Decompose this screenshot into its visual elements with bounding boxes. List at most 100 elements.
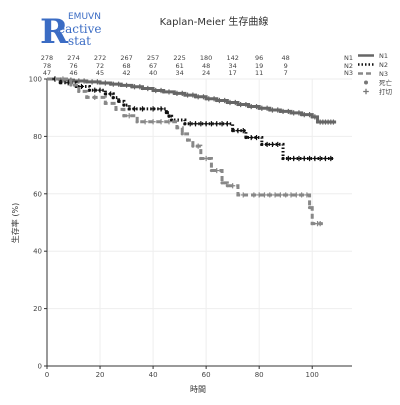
censor-marker (203, 155, 209, 162)
censor-marker (187, 121, 193, 127)
risk-count: 257 (147, 54, 159, 62)
censor-marker (322, 155, 329, 162)
death-event-marker (69, 83, 73, 87)
censor-marker (261, 192, 268, 198)
reactive-stat-logo: R EMUVN eactive stat (40, 12, 102, 52)
death-event-marker (260, 142, 264, 147)
death-event-marker (167, 114, 171, 118)
chart-title: Kaplan-Meier 生存曲線 (160, 15, 269, 28)
death-event-marker (246, 104, 251, 109)
censor-marker (296, 155, 302, 162)
risk-count: 48 (282, 54, 290, 62)
death-event-marker (225, 100, 229, 105)
censor-marker (269, 141, 276, 148)
death-event-marker (135, 120, 139, 124)
censor-marker (317, 221, 323, 227)
censor-marker (150, 119, 156, 125)
censor-marker (200, 94, 207, 100)
risk-count: 34 (229, 62, 237, 70)
death-event-marker (127, 107, 131, 111)
risk-count: 40 (149, 69, 157, 77)
risk-count: 24 (202, 69, 210, 77)
x-tick-label: 80 (255, 371, 264, 379)
death-event-marker (236, 193, 240, 197)
risk-count: 267 (120, 54, 132, 62)
risk-count: 61 (175, 62, 183, 70)
censor-marker (253, 134, 260, 141)
x-tick-label: 0 (45, 371, 49, 379)
death-event-marker (183, 93, 187, 97)
censor-marker (97, 87, 103, 93)
gridlines (46, 78, 352, 367)
censor-marker (92, 87, 98, 93)
x-tick-label: 20 (96, 371, 105, 379)
censor-marker (206, 96, 212, 102)
risk-count: 11 (255, 69, 263, 77)
death-event-marker (236, 102, 240, 107)
axes: 0 20 40 60 80 100 0 20 40 60 80 100 (29, 76, 352, 379)
censor-marker (219, 121, 225, 127)
censor-marker (145, 85, 151, 92)
censor-marker (126, 113, 132, 119)
censor-marker (222, 97, 228, 104)
death-event-marker (122, 114, 126, 118)
censor-marker (248, 103, 254, 110)
censor-marker (190, 92, 196, 98)
curve-n3 (47, 76, 323, 227)
censor-marker (312, 114, 318, 120)
censor-marker (299, 192, 305, 198)
death-event-marker (315, 120, 320, 124)
censor-marker (174, 90, 180, 96)
risk-count: 272 (94, 54, 106, 62)
death-event-marker (109, 82, 113, 86)
death-event-marker (175, 126, 179, 130)
death-event-marker (257, 106, 261, 110)
survival-line-n2 (47, 77, 334, 160)
death-event-marker (164, 110, 168, 115)
death-event-marker (310, 115, 314, 119)
censor-marker (102, 80, 108, 86)
risk-count: 46 (69, 69, 77, 77)
logo-line1: eactive (58, 22, 102, 36)
death-event-marker (77, 89, 81, 93)
death-event-marker (281, 156, 285, 161)
censor-marker (301, 155, 307, 162)
death-event-marker (162, 90, 166, 94)
censor-marker (240, 128, 246, 134)
censor-marker (195, 94, 201, 100)
y-tick-label: 20 (33, 305, 42, 313)
death-event-marker (172, 91, 176, 95)
censor-marker (285, 155, 291, 162)
y-tick-label: 0 (38, 363, 42, 371)
logo-initial: R (40, 12, 69, 52)
death-event-marker (122, 103, 126, 107)
censor-marker (76, 78, 82, 84)
risk-count: 225 (173, 54, 185, 62)
censor-marker (304, 192, 310, 198)
censor-marker (285, 108, 291, 115)
censor-marker (264, 105, 270, 111)
censor-marker (78, 83, 85, 90)
censor-marker (243, 101, 249, 108)
risk-count: 45 (96, 69, 104, 77)
death-event-marker (268, 108, 272, 112)
censor-marker (259, 105, 265, 111)
risk-table: 278 274 272 267 257 225 180 142 96 48 N1 78 76 72 68 67… (41, 54, 353, 77)
death-event-marker (215, 98, 219, 103)
censor-marker (214, 167, 220, 174)
censor-marker (267, 192, 273, 198)
death-event-marker (58, 81, 62, 85)
death-event-marker (183, 122, 187, 126)
risk-count: 76 (69, 62, 77, 70)
censor-marker (317, 155, 323, 162)
censor-marker (238, 101, 244, 108)
censor-marker (110, 81, 116, 87)
risk-count: 274 (67, 54, 79, 62)
risk-count: 34 (175, 69, 183, 77)
curve-n1 (47, 76, 337, 125)
risk-count: 180 (200, 54, 212, 62)
censor-marker (272, 192, 278, 198)
censor-marker (158, 87, 164, 94)
legend-label-extra: 死亡 (379, 78, 393, 87)
y-tick-label: 80 (33, 133, 42, 141)
